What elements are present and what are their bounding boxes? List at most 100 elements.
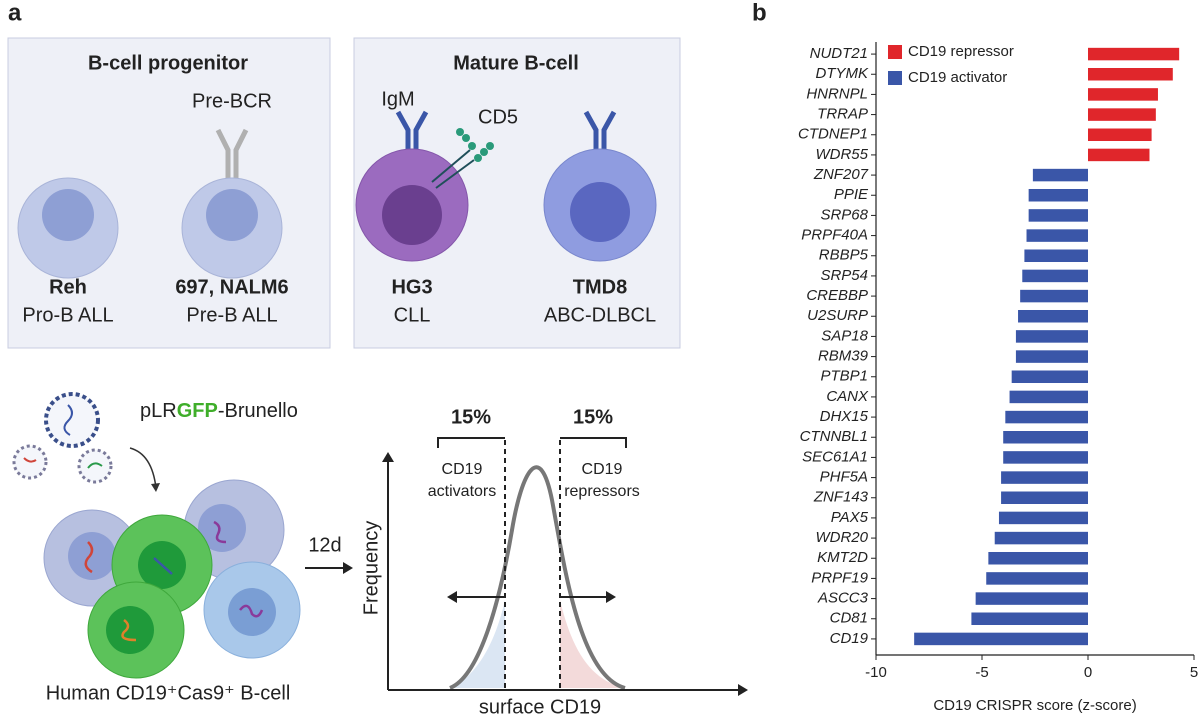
y-tick-label: ASCC3 bbox=[817, 590, 869, 607]
nucleus bbox=[382, 185, 442, 245]
legend-label: CD19 repressor bbox=[908, 43, 1014, 60]
y-tick-label: RBBP5 bbox=[819, 247, 869, 264]
box-title: B-cell progenitor bbox=[88, 52, 248, 74]
y-tick-label: SRP68 bbox=[820, 206, 868, 223]
gate-label: repressors bbox=[564, 483, 640, 500]
bar bbox=[988, 551, 1088, 565]
bar bbox=[1028, 188, 1088, 202]
cell-type: ABC-DLBCL bbox=[544, 304, 656, 326]
receptor-label: IgM bbox=[381, 88, 414, 110]
cell-name: Reh bbox=[49, 276, 87, 298]
nucleus bbox=[42, 189, 94, 241]
bar bbox=[1011, 370, 1088, 384]
duration-arrow bbox=[305, 562, 353, 574]
y-tick-label: DHX15 bbox=[820, 408, 869, 425]
bar bbox=[1015, 350, 1088, 363]
y-tick-label: SRP54 bbox=[820, 267, 868, 284]
gate-percent: 15% bbox=[451, 406, 491, 428]
bar bbox=[1001, 491, 1088, 505]
bar bbox=[1026, 229, 1088, 242]
bar bbox=[1020, 289, 1088, 303]
gate-label: CD19 bbox=[442, 461, 483, 478]
y-tick-label: PPIE bbox=[834, 186, 869, 203]
bar bbox=[1032, 168, 1088, 182]
x-tick-label: -5 bbox=[975, 664, 988, 681]
axis-label: Frequency bbox=[360, 521, 382, 616]
virus-icons bbox=[12, 392, 160, 492]
y-tick-label: HNRNPL bbox=[806, 85, 868, 102]
duration-label: 12d bbox=[308, 534, 341, 556]
cell-type: Pro-B ALL bbox=[22, 304, 113, 326]
bar bbox=[1001, 471, 1088, 484]
bar bbox=[1022, 269, 1088, 283]
bar bbox=[986, 572, 1088, 585]
panel-label: b bbox=[752, 0, 767, 26]
legend-label: CD19 activator bbox=[908, 69, 1007, 86]
bar bbox=[1009, 390, 1088, 404]
bar bbox=[998, 511, 1088, 525]
cell-pool bbox=[43, 479, 301, 679]
bar bbox=[1088, 47, 1180, 61]
y-tick-label: CD19 bbox=[830, 630, 869, 647]
bar bbox=[1088, 88, 1158, 101]
bar bbox=[914, 632, 1088, 646]
x-tick-label: 0 bbox=[1084, 664, 1092, 681]
receptor-icon bbox=[215, 128, 249, 178]
bar bbox=[971, 612, 1088, 626]
y-tick-label: WDR20 bbox=[815, 529, 868, 546]
y-tick-label: PRPF40A bbox=[801, 227, 868, 244]
bar bbox=[1018, 309, 1088, 323]
y-tick-label: DTYMK bbox=[816, 65, 869, 82]
y-tick-label: SAP18 bbox=[821, 327, 868, 344]
gate-label: activators bbox=[428, 483, 496, 500]
nucleus bbox=[206, 189, 258, 241]
bar bbox=[1003, 430, 1088, 444]
y-tick-label: RBM39 bbox=[818, 348, 869, 365]
x-tick-label: 5 bbox=[1190, 664, 1198, 681]
legend-swatch bbox=[888, 45, 902, 59]
y-tick-label: KMT2D bbox=[817, 549, 868, 566]
cd5-beads bbox=[456, 128, 494, 162]
y-tick-label: TRRAP bbox=[817, 106, 868, 123]
bar bbox=[1088, 108, 1156, 121]
y-tick-label: U2SURP bbox=[807, 307, 868, 324]
cell-name: TMD8 bbox=[573, 276, 627, 298]
legend-swatch bbox=[888, 71, 902, 85]
y-tick-label: ZNF207 bbox=[813, 166, 869, 183]
y-tick-label: CREBBP bbox=[806, 287, 868, 304]
y-tick-label: PRPF19 bbox=[811, 569, 868, 586]
y-tick-label: CD81 bbox=[830, 610, 868, 627]
cd5-icon bbox=[431, 149, 475, 189]
x-axis-label: CD19 CRISPR score (z-score) bbox=[933, 697, 1136, 714]
library-part: pLR bbox=[140, 400, 177, 422]
marker-label: CD5 bbox=[478, 106, 518, 128]
bar bbox=[1088, 148, 1150, 162]
y-tick-label: CANX bbox=[826, 388, 869, 405]
gate-percent: 15% bbox=[573, 406, 613, 428]
y-tick-label: WDR55 bbox=[815, 146, 868, 163]
panel-b: -10 -5 0 5 CD19 CRISPR score (z-score) NUDT21… bbox=[798, 42, 1198, 714]
axis-label: surface CD19 bbox=[479, 696, 601, 718]
bar bbox=[1028, 209, 1088, 222]
bar bbox=[994, 531, 1088, 545]
cell-name: HG3 bbox=[391, 276, 432, 298]
x-tick-label: -10 bbox=[865, 664, 887, 681]
panel-a: a B-cell progenitor Mature B-cell Reh Pr… bbox=[7, 0, 748, 718]
cell-type: Pre-B ALL bbox=[186, 304, 277, 326]
y-tick-label: PTBP1 bbox=[820, 368, 868, 385]
receptor-icon bbox=[395, 110, 617, 152]
panel-label: a bbox=[8, 0, 22, 26]
cells-caption: Human CD19⁺Cas9⁺ B-cell bbox=[46, 682, 291, 704]
library-part: GFP bbox=[177, 400, 218, 422]
library-label: pLRGFP-Brunello bbox=[140, 400, 298, 422]
cell-type: CLL bbox=[394, 304, 431, 326]
bar bbox=[1003, 451, 1088, 464]
bar bbox=[1015, 330, 1088, 343]
gate-label: CD19 bbox=[582, 461, 623, 478]
bar bbox=[975, 592, 1088, 605]
y-tick-label: ZNF143 bbox=[813, 489, 869, 506]
bar bbox=[1088, 67, 1173, 81]
bar bbox=[1005, 410, 1088, 424]
bar bbox=[1024, 249, 1088, 263]
